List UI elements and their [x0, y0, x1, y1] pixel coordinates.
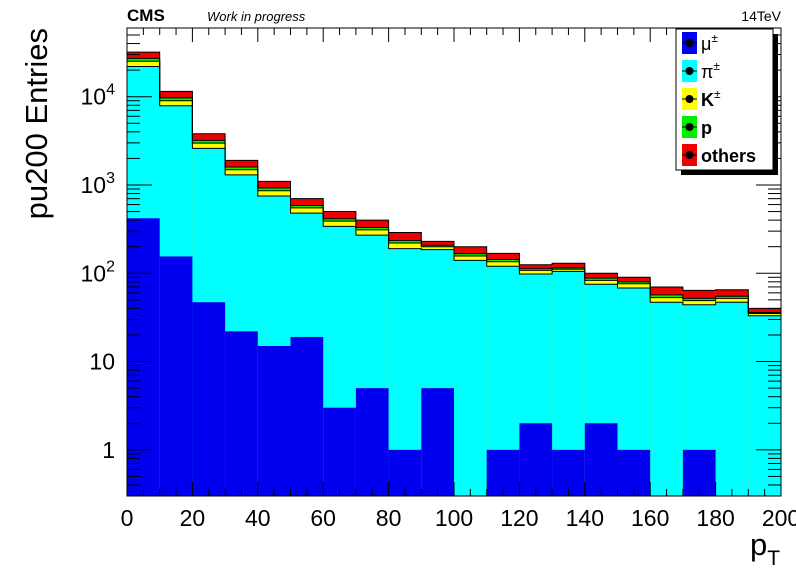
y-tick-label-1000: 103	[81, 170, 116, 198]
plot-frame	[126, 27, 782, 497]
legend: μ± π± K± p others	[675, 28, 778, 175]
legend-marker-others	[685, 151, 694, 159]
y-tick-label-1: 1	[102, 437, 115, 463]
bar--bin-16	[650, 302, 683, 496]
bar--bin-9	[421, 388, 454, 496]
x-tick-label-140: 140	[566, 505, 604, 531]
y-axis-label: pu200 Entries	[19, 28, 54, 219]
x-tick-label-180: 180	[696, 505, 734, 531]
bar--bin-14	[584, 423, 618, 496]
bar--bin-4	[257, 346, 291, 496]
legend-marker-p	[685, 123, 694, 131]
bar--bin-2	[192, 302, 226, 496]
svg-text:pT: pT	[750, 527, 780, 570]
tick-labels: 0 20 40 60 80 100 120 140 160 180 200 1 10 102 103 104	[81, 82, 796, 531]
x-tick-label-40: 40	[245, 505, 271, 531]
bar--bin-11	[486, 449, 520, 496]
legend-label-others: others	[701, 146, 756, 166]
experiment-label: CMS	[127, 6, 165, 25]
bar--bin-10	[454, 260, 487, 496]
legend-label-K: K±	[701, 87, 721, 110]
status-label: Work in progress	[207, 9, 306, 24]
x-tick-label-60: 60	[310, 505, 336, 531]
x-tick-label-20: 20	[180, 505, 206, 531]
bar--bin-15	[617, 449, 651, 496]
bar--bin-5	[290, 336, 324, 496]
x-tick-label-80: 80	[376, 505, 402, 531]
y-tick-label-10000: 104	[81, 82, 116, 110]
x-axis-label-sub: T	[767, 547, 780, 570]
x-tick-label-0: 0	[121, 505, 134, 531]
bar--bin-3	[225, 331, 258, 496]
x-axis-label: pT	[750, 527, 780, 570]
stack-outline-others	[127, 51, 781, 309]
legend-marker-s0	[685, 39, 694, 47]
bar--bin-6	[323, 407, 356, 496]
x-tick-label-100: 100	[435, 505, 473, 531]
bar--bin-17	[682, 449, 716, 496]
bar--bin-1	[159, 256, 193, 496]
legend-label-p: p	[701, 118, 712, 138]
bar--bin-13	[552, 449, 585, 496]
y-tick-label-10: 10	[89, 349, 115, 375]
legend-marker-s1	[685, 67, 694, 75]
legend-marker-K	[685, 95, 694, 103]
x-tick-label-160: 160	[631, 505, 669, 531]
x-tick-label-200: 200	[762, 505, 796, 531]
stack-outline-p	[127, 57, 781, 313]
bar--bin-12	[519, 423, 553, 496]
y-tick-label-100: 102	[81, 258, 116, 286]
bar--bin-7	[355, 388, 389, 496]
plot-bars	[127, 51, 781, 497]
x-axis-label-main: p	[750, 527, 767, 562]
legend-label-s0: μ±	[701, 31, 718, 54]
legend-items: μ± π± K± p others	[682, 31, 756, 166]
x-tick-label-120: 120	[500, 505, 538, 531]
bar--bin-19	[748, 315, 781, 496]
energy-label: 14TeV	[741, 8, 781, 24]
legend-label-s1: π±	[701, 59, 720, 82]
bar--bin-8	[388, 449, 422, 496]
bar--bin-18	[715, 302, 749, 496]
